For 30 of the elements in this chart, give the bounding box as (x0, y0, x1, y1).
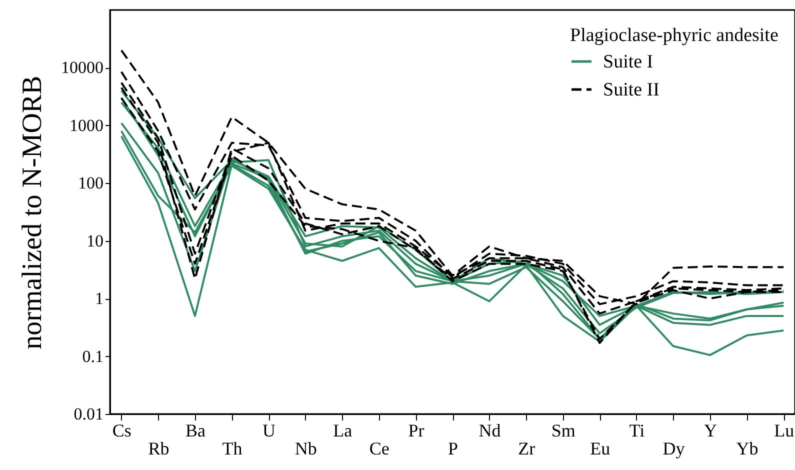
x-tick-label: Ti (629, 420, 645, 440)
x-tick-label: Ba (185, 420, 206, 440)
x-tick-label: Sm (551, 420, 576, 440)
x-tick-label: U (262, 420, 276, 440)
x-tick-label: Nb (294, 438, 317, 458)
legend-label: Suite II (603, 80, 660, 100)
y-tick-label: 0.1 (82, 346, 104, 366)
x-tick-label: Eu (590, 438, 610, 458)
x-tick-label: Ce (369, 438, 390, 458)
y-tick-label: 100 (78, 174, 104, 193)
y-tick-label: 1 (95, 289, 104, 308)
x-tick-label: Rb (148, 438, 170, 458)
x-tick-label: Yb (736, 438, 758, 458)
y-tick-label: 10 (86, 231, 104, 250)
y-axis-title: normalized to N-MORB (17, 76, 48, 350)
x-tick-label: P (448, 438, 458, 458)
x-tick-label: Pr (408, 420, 424, 440)
x-tick-label: Y (704, 420, 718, 440)
legend-label: Suite I (603, 52, 654, 72)
x-tick-label: Dy (662, 438, 685, 458)
x-tick-label: Nd (478, 420, 501, 440)
y-tick-label: 10000 (61, 58, 104, 78)
x-tick-label: Th (222, 438, 242, 458)
x-tick-label: Cs (112, 420, 132, 440)
y-tick-label: 1000 (70, 116, 104, 135)
x-tick-label: La (333, 420, 352, 440)
x-tick-label: Zr (518, 438, 536, 458)
x-tick-label: Lu (774, 420, 794, 440)
legend-title: Plagioclase-phyric andesite (570, 25, 778, 46)
y-tick-label: 0.01 (74, 404, 104, 424)
